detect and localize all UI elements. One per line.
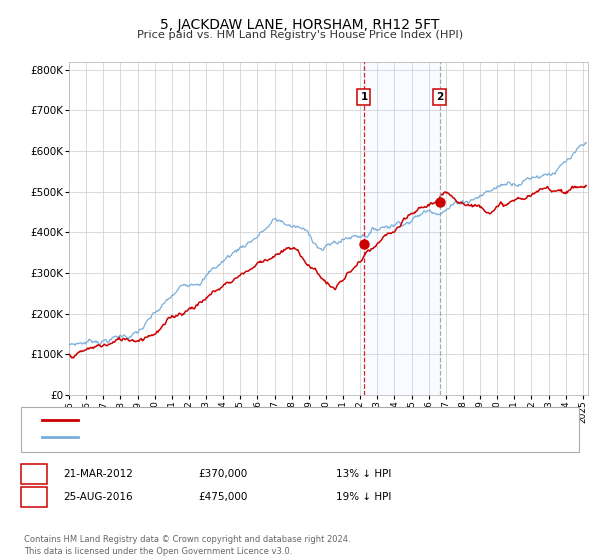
Text: 1: 1 (30, 469, 38, 479)
Text: 25-AUG-2016: 25-AUG-2016 (63, 492, 133, 502)
Text: 21-MAR-2012: 21-MAR-2012 (63, 469, 133, 479)
Text: 5, JACKDAW LANE, HORSHAM, RH12 5FT (detached house): 5, JACKDAW LANE, HORSHAM, RH12 5FT (deta… (87, 415, 374, 425)
Text: Contains HM Land Registry data © Crown copyright and database right 2024.
This d: Contains HM Land Registry data © Crown c… (24, 535, 350, 556)
Text: 1: 1 (361, 92, 368, 101)
Text: HPI: Average price, detached house, Horsham: HPI: Average price, detached house, Hors… (87, 432, 312, 442)
Text: 2: 2 (436, 92, 443, 101)
Text: £370,000: £370,000 (198, 469, 247, 479)
Text: 2: 2 (30, 492, 38, 502)
Text: 5, JACKDAW LANE, HORSHAM, RH12 5FT: 5, JACKDAW LANE, HORSHAM, RH12 5FT (160, 18, 440, 32)
Text: 13% ↓ HPI: 13% ↓ HPI (336, 469, 391, 479)
Text: £475,000: £475,000 (198, 492, 247, 502)
Text: 19% ↓ HPI: 19% ↓ HPI (336, 492, 391, 502)
Text: Price paid vs. HM Land Registry's House Price Index (HPI): Price paid vs. HM Land Registry's House … (137, 30, 463, 40)
Bar (364, 62, 440, 395)
